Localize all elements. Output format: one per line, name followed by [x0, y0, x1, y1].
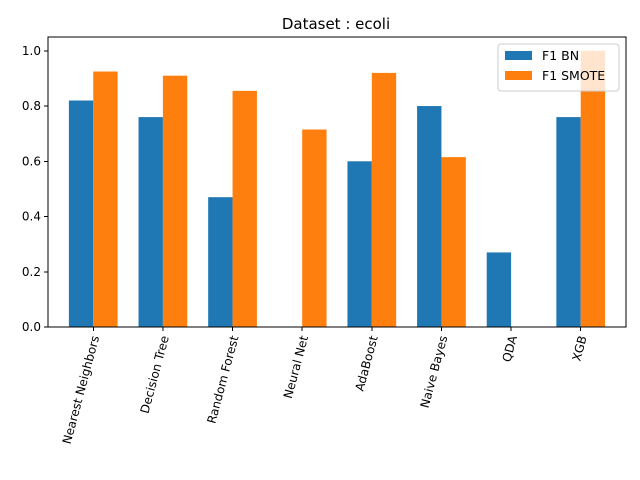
- bar-f1-bn-2: [208, 197, 233, 327]
- chart-title: Dataset : ecoli: [282, 15, 390, 33]
- bar-f1-bn-5: [417, 106, 442, 327]
- legend: F1 BN F1 SMOTE: [497, 43, 620, 92]
- x-tick-label: Decision Tree: [138, 334, 172, 415]
- x-tick-label: AdaBoost: [352, 334, 380, 393]
- plot-frame: [47, 36, 627, 328]
- bar-f1-bn-6: [486, 252, 512, 327]
- y-tick-label: 0.2: [22, 265, 41, 279]
- x-tick-label: Random Forest: [205, 334, 242, 425]
- bar-f1-smote-7: [580, 50, 606, 328]
- bar-f1-smote-3: [302, 129, 327, 327]
- bar-f1-smote-2: [232, 90, 257, 327]
- bar-f1-smote-5: [441, 157, 466, 327]
- legend-swatch: [505, 71, 532, 80]
- x-tick-label: XGB: [569, 334, 589, 363]
- legend-label: F1 BN: [542, 48, 579, 63]
- x-tick-label: Neural Net: [281, 334, 311, 400]
- legend-label: F1 SMOTE: [542, 68, 605, 83]
- y-tick-label: 0.6: [22, 154, 41, 168]
- bars-layer: [68, 50, 606, 328]
- y-tick-label: 0.8: [22, 99, 41, 113]
- x-tick-label: QDA: [500, 333, 521, 363]
- bar-f1-bn-4: [347, 161, 372, 327]
- x-tick-label: Naive Bayes: [418, 334, 451, 409]
- bar-f1-bn-7: [556, 117, 581, 327]
- y-tick-label: 1.0: [22, 44, 41, 58]
- bar-f1-smote-0: [93, 71, 118, 328]
- legend-swatch: [505, 51, 532, 60]
- bar-f1-smote-1: [162, 75, 188, 327]
- bar-f1-smote-4: [371, 72, 397, 328]
- bar-f1-bn-1: [138, 117, 163, 327]
- x-tick-label: Nearest Neighbors: [60, 334, 102, 445]
- bar-f1-bn-0: [68, 100, 94, 328]
- y-tick-label: 0.0: [22, 320, 41, 334]
- y-tick-label: 0.4: [22, 210, 41, 224]
